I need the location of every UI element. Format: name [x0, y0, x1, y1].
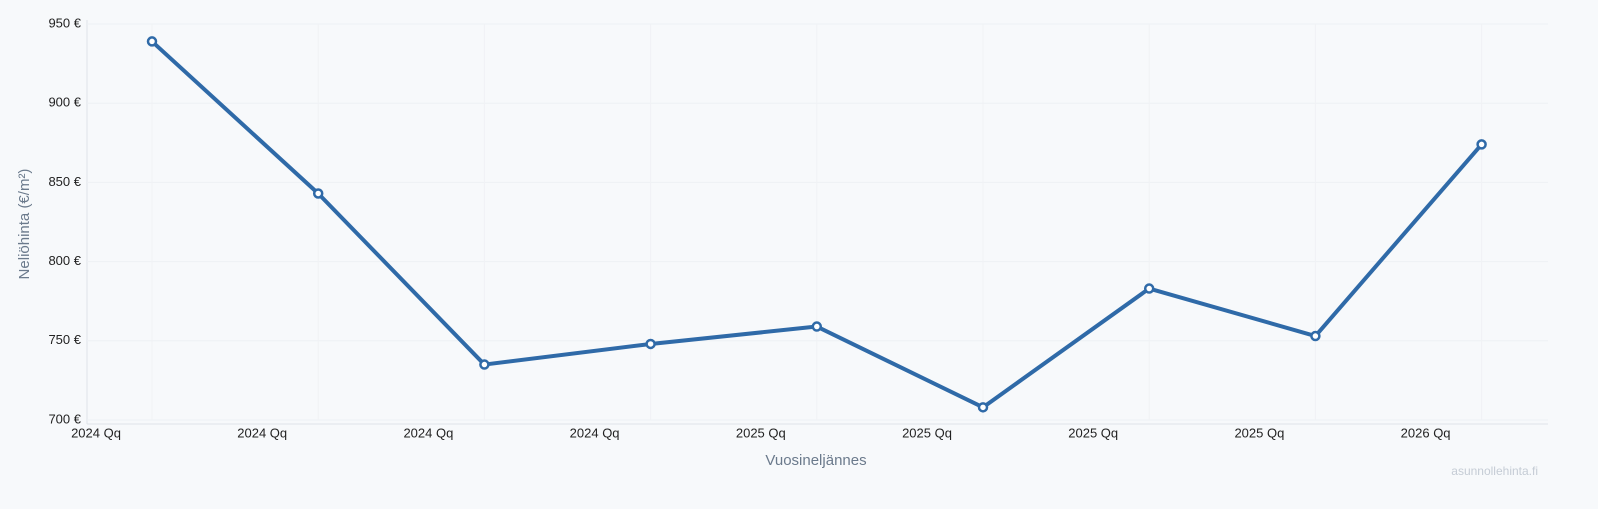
y-axis-title: Neliöhinta (€/m²): [16, 169, 33, 280]
y-tick-label: 750 €: [48, 332, 81, 347]
point: [645, 338, 656, 350]
x-tick-label: 2024 Qq: [403, 425, 453, 440]
x-tick-label: 2024 Qq: [570, 425, 620, 440]
x-tick-label: 2025 Qq: [1068, 425, 1118, 440]
point: [146, 36, 158, 47]
point: [1476, 139, 1487, 150]
point: [479, 359, 490, 370]
point: [811, 321, 823, 332]
y-tick-label: 700 €: [48, 411, 81, 426]
y-tick-label: 850 €: [48, 174, 81, 189]
y-tick-label: 900 €: [48, 95, 81, 110]
x-tick-label: 2026 Qq: [1401, 425, 1451, 440]
x-tick-label: 2025 Qq: [1234, 425, 1284, 440]
point: [312, 188, 324, 199]
x-tick-label: 2025 Qq: [736, 425, 786, 440]
y-tick-label: 800 €: [48, 253, 81, 268]
point: [977, 402, 989, 413]
x-axis-title: Vuosineljännes: [765, 452, 866, 469]
x-tick-label: 2024 Qq: [237, 425, 287, 440]
x-tick-label: 2025 Qq: [902, 425, 952, 440]
point: [1143, 283, 1155, 294]
point: [1310, 330, 1321, 342]
y-tick-label: 950 €: [48, 15, 81, 30]
watermark: asunnollehinta.fi: [1451, 464, 1538, 478]
x-tick-label: 2024 Qq: [71, 425, 121, 440]
